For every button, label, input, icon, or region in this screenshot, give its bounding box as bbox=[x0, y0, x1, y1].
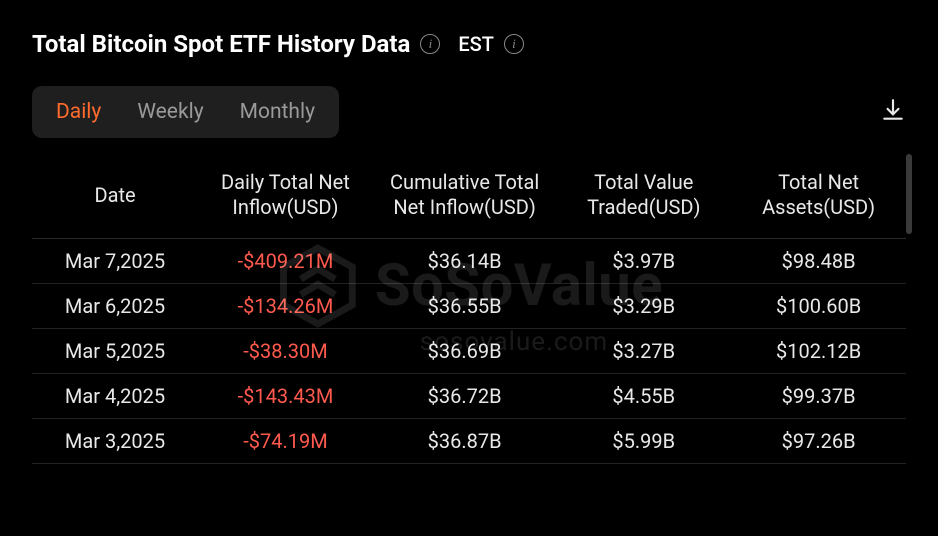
table-row: Mar 3,2025-$74.19M$36.87B$5.99B$97.26B bbox=[32, 419, 906, 464]
period-tabs: Daily Weekly Monthly bbox=[32, 86, 339, 138]
col-traded: Total Value Traded(USD) bbox=[556, 152, 731, 239]
col-cumulative: Cumulative Total Net Inflow(USD) bbox=[373, 152, 557, 239]
download-icon[interactable] bbox=[880, 97, 906, 127]
cell-inflow: -$134.26M bbox=[198, 284, 373, 329]
cell-assets: $102.12B bbox=[731, 329, 906, 374]
info-icon[interactable]: i bbox=[420, 34, 440, 54]
cell-cumulative: $36.87B bbox=[373, 419, 557, 464]
table-row: Mar 5,2025-$38.30M$36.69B$3.27B$102.12B bbox=[32, 329, 906, 374]
cell-cumulative: $36.55B bbox=[373, 284, 557, 329]
cell-date: Mar 4,2025 bbox=[32, 374, 198, 419]
table-row: Mar 7,2025-$409.21M$36.14B$3.97B$98.48B bbox=[32, 239, 906, 284]
cell-inflow: -$38.30M bbox=[198, 329, 373, 374]
cell-traded: $3.97B bbox=[556, 239, 731, 284]
tab-weekly[interactable]: Weekly bbox=[119, 94, 221, 130]
timezone-label: EST bbox=[458, 32, 494, 56]
header: Total Bitcoin Spot ETF History Data i ES… bbox=[32, 30, 906, 58]
cell-cumulative: $36.72B bbox=[373, 374, 557, 419]
cell-assets: $99.37B bbox=[731, 374, 906, 419]
cell-traded: $3.29B bbox=[556, 284, 731, 329]
cell-date: Mar 5,2025 bbox=[32, 329, 198, 374]
scrollbar[interactable] bbox=[906, 154, 912, 234]
timezone-info-icon[interactable]: i bbox=[504, 34, 524, 54]
history-table: Date Daily Total Net Inflow(USD) Cumulat… bbox=[32, 152, 906, 464]
tab-monthly[interactable]: Monthly bbox=[222, 94, 333, 130]
cell-inflow: -$143.43M bbox=[198, 374, 373, 419]
cell-cumulative: $36.14B bbox=[373, 239, 557, 284]
cell-date: Mar 7,2025 bbox=[32, 239, 198, 284]
cell-assets: $98.48B bbox=[731, 239, 906, 284]
table-container: Date Daily Total Net Inflow(USD) Cumulat… bbox=[32, 152, 906, 464]
col-date: Date bbox=[32, 152, 198, 239]
table-row: Mar 4,2025-$143.43M$36.72B$4.55B$99.37B bbox=[32, 374, 906, 419]
cell-cumulative: $36.69B bbox=[373, 329, 557, 374]
tab-daily[interactable]: Daily bbox=[38, 94, 119, 130]
table-row: Mar 6,2025-$134.26M$36.55B$3.29B$100.60B bbox=[32, 284, 906, 329]
cell-traded: $5.99B bbox=[556, 419, 731, 464]
cell-traded: $3.27B bbox=[556, 329, 731, 374]
cell-inflow: -$74.19M bbox=[198, 419, 373, 464]
cell-date: Mar 6,2025 bbox=[32, 284, 198, 329]
table-header-row: Date Daily Total Net Inflow(USD) Cumulat… bbox=[32, 152, 906, 239]
col-inflow: Daily Total Net Inflow(USD) bbox=[198, 152, 373, 239]
cell-traded: $4.55B bbox=[556, 374, 731, 419]
cell-date: Mar 3,2025 bbox=[32, 419, 198, 464]
cell-assets: $100.60B bbox=[731, 284, 906, 329]
col-assets: Total Net Assets(USD) bbox=[731, 152, 906, 239]
page-title: Total Bitcoin Spot ETF History Data bbox=[32, 30, 410, 58]
cell-assets: $97.26B bbox=[731, 419, 906, 464]
actions-row: Daily Weekly Monthly bbox=[32, 86, 906, 138]
cell-inflow: -$409.21M bbox=[198, 239, 373, 284]
